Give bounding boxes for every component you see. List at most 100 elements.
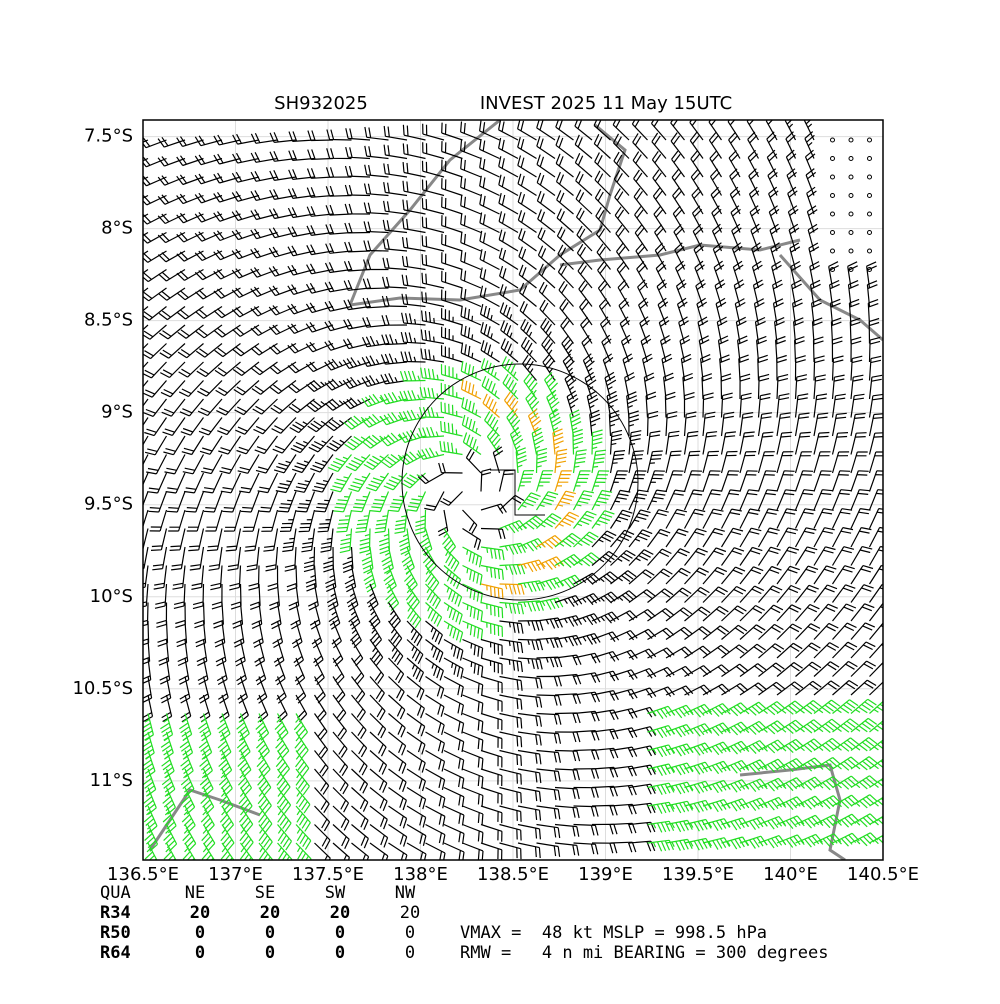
wind-barb (788, 223, 800, 252)
wind-barb (406, 491, 427, 512)
wind-barb (869, 642, 883, 659)
wind-barb (713, 260, 725, 289)
wind-barb (290, 435, 315, 454)
wind-barb (248, 565, 260, 591)
wind-radius-circle (401, 363, 639, 601)
wind-barb (325, 417, 352, 432)
wind-barb (537, 245, 556, 270)
wind-barb (383, 182, 408, 197)
wind-barb (794, 527, 817, 548)
wind-barb (237, 750, 252, 778)
wind-barb (758, 777, 786, 792)
wind-barb (709, 150, 723, 178)
wind-barb (400, 472, 426, 489)
wind-barb (406, 823, 427, 846)
wind-barb (517, 675, 543, 689)
wind-barb (776, 546, 800, 566)
wind-barb (332, 750, 349, 777)
wind-barb (850, 775, 878, 790)
wind-barb (610, 629, 638, 641)
wind-barb (443, 694, 464, 716)
wind-barb (369, 731, 387, 757)
wind-barb (217, 713, 231, 741)
wind-barb (344, 241, 371, 253)
wind-barb (305, 282, 334, 294)
wind-barb (143, 454, 149, 466)
wind-barb (417, 447, 445, 460)
wind-barb (218, 768, 233, 797)
wind-barb (380, 373, 408, 385)
wind-barb (498, 174, 519, 197)
wind-barb (795, 565, 819, 585)
wind-barb (591, 591, 620, 604)
wind-barb (163, 824, 178, 852)
wind-barb (361, 393, 389, 408)
wind-barb (572, 470, 591, 492)
wind-barb (739, 527, 762, 548)
wind-barb (555, 135, 574, 159)
wind-barb (554, 712, 581, 724)
wind-barb (255, 454, 279, 474)
wind-barb (256, 750, 271, 778)
wind-barb (536, 617, 563, 629)
wind-barb (272, 620, 284, 649)
wind-barb (628, 430, 642, 455)
wind-barb (772, 279, 783, 307)
wind-barb (462, 786, 484, 806)
wind-barb (326, 435, 352, 452)
wind-barb (161, 750, 175, 778)
wind-barb (776, 777, 805, 792)
wind-barb (850, 432, 867, 455)
wind-barb (314, 750, 329, 777)
wind-barb (180, 768, 195, 797)
wind-barb (721, 624, 748, 640)
calm-marker (848, 156, 854, 161)
wind-barb (366, 583, 379, 612)
wind-barb (702, 586, 728, 603)
wind-barb (832, 756, 860, 771)
wind-barb (332, 731, 348, 758)
wind-barb (561, 335, 575, 363)
wind-barb (689, 120, 704, 141)
wind-barb (850, 717, 878, 733)
wind-barb (721, 585, 747, 603)
wind-barb (499, 620, 524, 634)
wind-barb (715, 297, 727, 326)
wind-barb (345, 128, 371, 141)
wind-barb (795, 833, 823, 848)
wind-barb (293, 713, 309, 741)
wind-barb (180, 417, 204, 436)
wind-barb (795, 700, 822, 715)
wind-barb (460, 232, 482, 252)
wind-barb (420, 348, 445, 363)
wind-barb (721, 547, 745, 566)
y-tick-label: 9°S (101, 402, 133, 423)
wind-barb (665, 548, 690, 566)
wind-barb (664, 391, 676, 418)
wind-barb (498, 247, 519, 271)
wind-barb (400, 351, 426, 363)
table-header: NE (185, 883, 205, 903)
wind-barb (518, 228, 537, 252)
wind-barb (517, 805, 542, 821)
wind-barb (441, 289, 463, 308)
wind-barb (307, 130, 334, 142)
wind-barb (614, 188, 630, 215)
wind-barb (271, 417, 297, 434)
wind-barb (869, 700, 883, 714)
wind-barb (739, 431, 755, 455)
wind-barb (813, 546, 836, 566)
wind-barb (557, 262, 574, 289)
wind-barb (199, 750, 213, 778)
wind-barb (776, 393, 790, 418)
wind-barb (462, 805, 484, 825)
wind-barb (479, 120, 500, 141)
wind-barb (160, 676, 172, 704)
wind-barb (388, 805, 408, 829)
wind-barb (439, 440, 463, 456)
wind-barb (665, 724, 694, 738)
wind-barb (351, 787, 369, 812)
wind-barb (758, 796, 786, 811)
wind-barb (813, 776, 842, 791)
